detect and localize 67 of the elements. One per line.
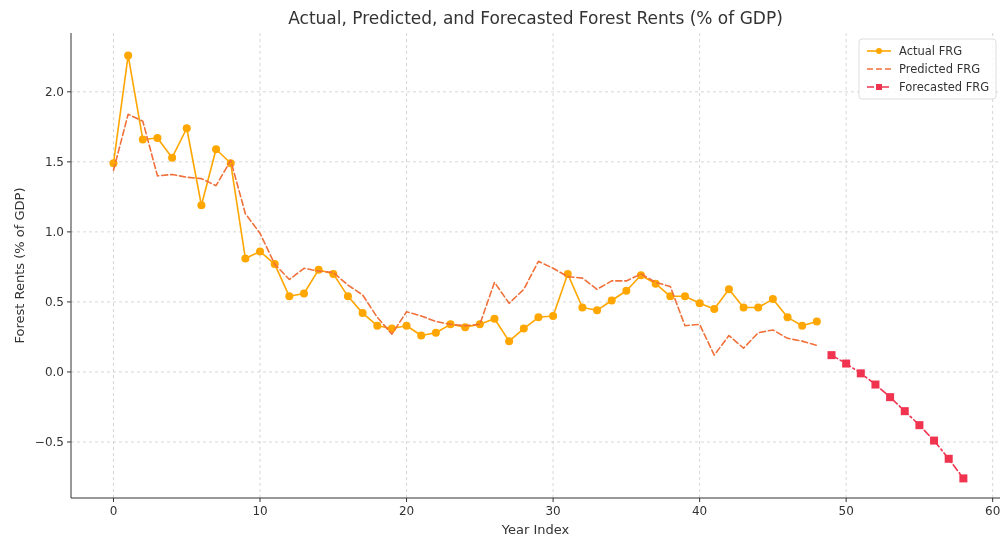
point xyxy=(695,299,704,308)
point xyxy=(490,314,499,323)
point xyxy=(930,436,939,445)
point xyxy=(739,303,748,312)
point xyxy=(299,289,308,298)
point xyxy=(212,145,221,154)
point xyxy=(798,321,807,330)
y-tick-label: −0.5 xyxy=(34,434,64,449)
point xyxy=(593,306,602,315)
point xyxy=(900,407,909,416)
legend-label: Actual FRG xyxy=(899,44,963,58)
point xyxy=(373,321,382,330)
legend-label: Forecasted FRG xyxy=(899,80,990,94)
point xyxy=(754,303,763,312)
point xyxy=(768,295,777,304)
point xyxy=(256,247,265,256)
point xyxy=(842,359,851,368)
point xyxy=(402,321,411,330)
y-tick-label: 1.5 xyxy=(44,154,64,169)
point xyxy=(182,124,191,133)
x-tick-label: 10 xyxy=(252,504,268,518)
point xyxy=(724,285,733,294)
y-tick-label: 0.5 xyxy=(44,294,64,309)
y-tick-label: 2.0 xyxy=(44,84,64,99)
x-tick-label: 30 xyxy=(545,504,561,518)
point xyxy=(168,153,177,162)
point xyxy=(783,313,792,322)
point xyxy=(871,380,880,389)
point xyxy=(138,135,147,144)
point xyxy=(343,292,352,301)
x-axis-title: Year Index xyxy=(500,522,570,537)
point xyxy=(534,313,543,322)
point xyxy=(622,286,631,295)
point xyxy=(241,254,250,263)
point xyxy=(519,324,528,333)
point xyxy=(710,304,719,313)
point xyxy=(153,134,162,143)
x-tick-label: 40 xyxy=(691,504,708,518)
point xyxy=(505,337,514,346)
y-tick-label: 0.0 xyxy=(44,364,64,379)
point xyxy=(417,331,426,340)
point xyxy=(680,292,689,301)
point xyxy=(812,317,821,326)
point xyxy=(959,474,968,483)
y-axis-title: Forest Rents (% of GDP) xyxy=(12,187,27,344)
y-tick-label: 1.0 xyxy=(44,224,64,239)
point xyxy=(915,421,924,430)
point xyxy=(827,351,836,360)
x-tick-label: 60 xyxy=(985,504,1001,518)
x-tick-label: 50 xyxy=(838,504,854,518)
point xyxy=(358,309,367,318)
point xyxy=(431,328,440,337)
line-series xyxy=(112,113,818,356)
point xyxy=(549,311,558,320)
point xyxy=(124,51,133,60)
legend-label: Predicted FRG xyxy=(899,62,981,76)
x-tick-label: 0 xyxy=(109,504,118,518)
point xyxy=(197,201,206,210)
point xyxy=(944,454,953,463)
chart-title: Actual, Predicted, and Forecasted Forest Rents (% of GDP) xyxy=(288,8,783,28)
point xyxy=(578,303,587,312)
x-tick-label: 20 xyxy=(398,504,415,518)
point xyxy=(856,369,865,378)
point xyxy=(886,393,895,402)
point xyxy=(607,296,616,305)
point xyxy=(285,292,294,301)
point xyxy=(666,292,675,301)
